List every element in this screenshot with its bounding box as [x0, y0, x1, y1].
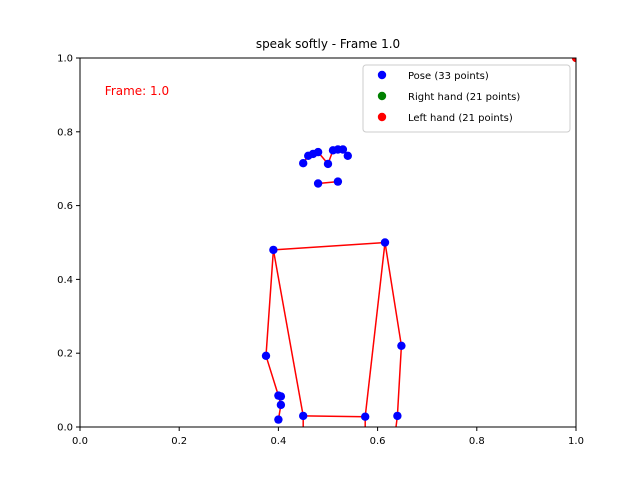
legend-box	[362, 64, 571, 133]
point-series-0-11	[269, 245, 278, 255]
connection-line-6	[364, 242, 386, 417]
legend-marker-1	[377, 91, 387, 101]
x-tick-label: 0.6	[370, 436, 386, 447]
connection-line-5	[272, 249, 304, 417]
y-tick-label: 0.2	[57, 349, 73, 360]
point-series-0-8	[343, 151, 352, 160]
point-series-2-0	[571, 58, 576, 63]
connection-line-7	[303, 415, 366, 418]
y-tick-label: 0.8	[57, 127, 73, 138]
point-series-0-7	[338, 145, 348, 154]
point-series-0-4	[323, 159, 333, 169]
point-series-0-17	[276, 400, 286, 410]
connection-line-2	[273, 241, 386, 251]
x-tick-label: 0.0	[72, 436, 88, 447]
point-series-0-9	[313, 179, 323, 188]
y-tick-label: 0.6	[57, 201, 73, 212]
x-tick-label: 1.0	[568, 436, 584, 447]
point-series-0-19	[299, 411, 308, 421]
point-series-0-16	[276, 392, 286, 401]
frame-annotation: Frame: 1.0	[105, 84, 169, 98]
y-tick-label: 0.4	[57, 275, 73, 286]
point-series-0-13	[261, 351, 271, 360]
y-tick-label: 0.0	[57, 423, 73, 434]
point-series-0-14	[397, 341, 406, 350]
plot-border	[79, 57, 577, 428]
legend-label-2: Left hand (21 points)	[408, 113, 513, 124]
chart-title: speak softly - Frame 1.0	[256, 37, 400, 51]
legend-label-1: Right hand (21 points)	[408, 92, 520, 103]
legend-marker-2	[377, 112, 387, 122]
axes: 0.0 0.2 0.4 0.6 0.8 1.0 0.0 0.2 0.4 0.6 0.8 1.0	[57, 54, 584, 448]
point-series-0-12	[380, 238, 390, 247]
x-tick-label: 0.4	[270, 436, 286, 447]
skeleton-connections	[265, 148, 403, 427]
point-series-0-18	[274, 415, 283, 424]
point-series-0-3	[313, 147, 323, 157]
x-tick-label: 0.2	[171, 436, 187, 447]
point-series-0-21	[393, 411, 402, 421]
point-series-0-0	[299, 159, 308, 168]
y-tick-label: 1.0	[57, 54, 73, 65]
legend-marker-0	[377, 70, 387, 80]
legend-label-0: Pose (33 points)	[408, 71, 489, 82]
point-series-0-10	[333, 177, 343, 186]
legend: Pose (33 points) Right hand (21 points) Le…	[362, 64, 571, 133]
point-series-0-20	[361, 412, 370, 421]
x-tick-label: 0.8	[469, 436, 485, 447]
data-points	[261, 58, 576, 424]
